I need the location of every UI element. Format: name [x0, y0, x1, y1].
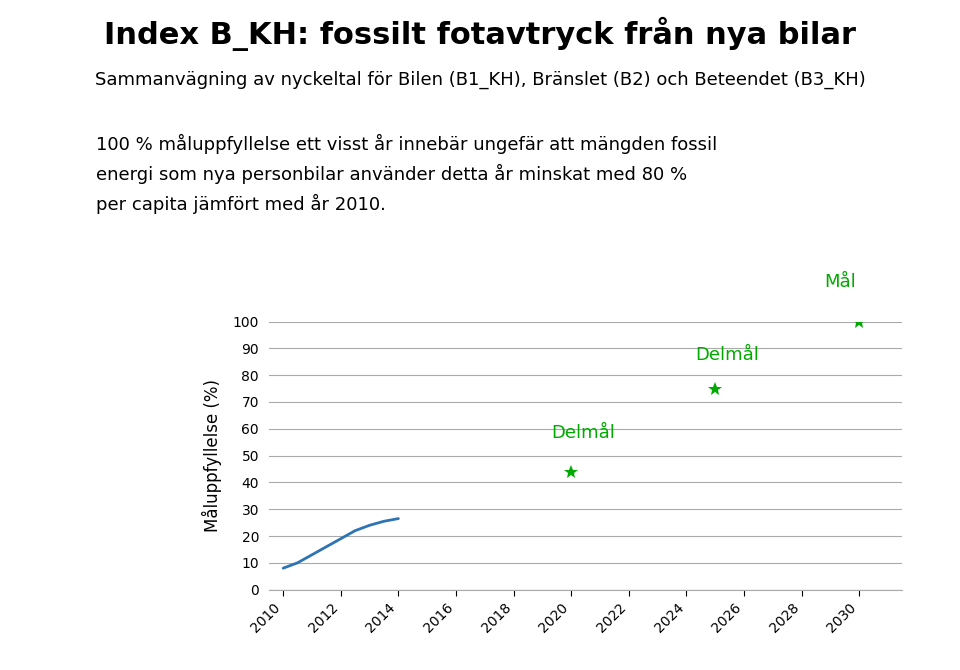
Text: Delmål: Delmål	[695, 346, 759, 364]
Text: Delmål: Delmål	[551, 424, 615, 442]
Y-axis label: Måluppfyllelse (%): Måluppfyllelse (%)	[202, 379, 222, 532]
Text: per capita jämfört med år 2010.: per capita jämfört med år 2010.	[96, 194, 386, 214]
Text: 100 % måluppfyllelse ett visst år innebär ungefär att mängden fossil: 100 % måluppfyllelse ett visst år innebä…	[96, 134, 717, 154]
Text: Index B_KH: fossilt fotavtryck från nya bilar: Index B_KH: fossilt fotavtryck från nya …	[104, 17, 856, 51]
Text: Mål: Mål	[824, 273, 856, 291]
Text: energi som nya personbilar använder detta år minskat med 80 %: energi som nya personbilar använder dett…	[96, 164, 687, 184]
Text: Sammanvägning av nyckeltal för Bilen (B1_KH), Bränslet (B2) och Beteendet (B3_KH: Sammanvägning av nyckeltal för Bilen (B1…	[95, 70, 865, 88]
